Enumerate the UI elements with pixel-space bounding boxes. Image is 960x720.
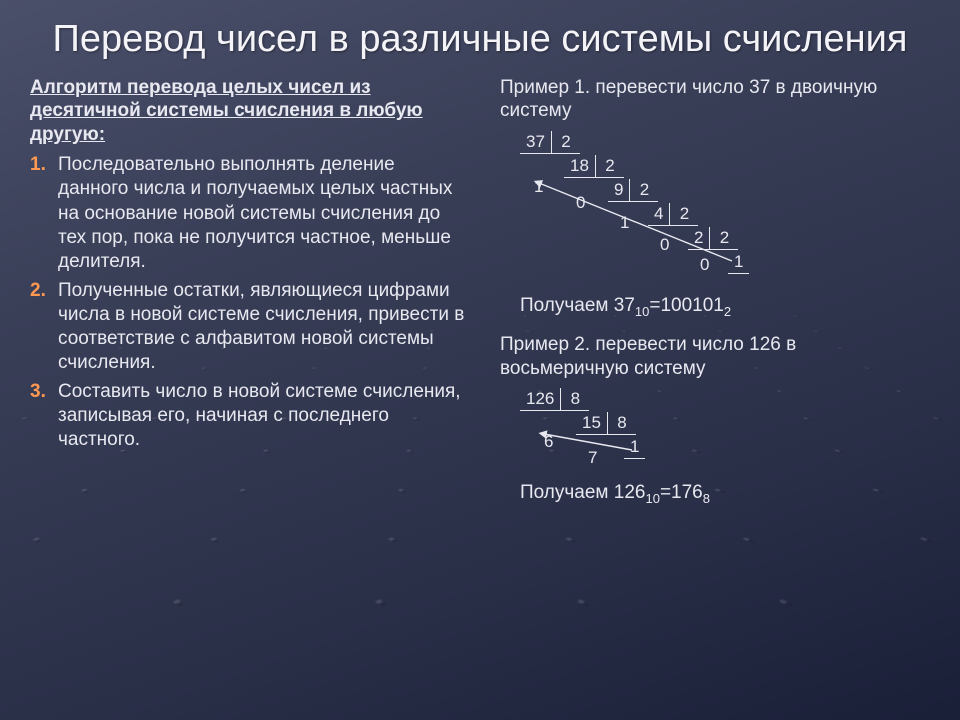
divisor-cell: 2 [710, 227, 738, 250]
remainder: 0 [700, 255, 709, 275]
divisor-cell: 8 [561, 388, 589, 411]
divisor-cell: 8 [608, 412, 636, 435]
result-text: =176 [660, 482, 703, 503]
dividend-cell: 1 [624, 436, 645, 459]
result-text: Получаем 126 [520, 482, 645, 503]
division-row: 1268 [520, 388, 589, 411]
dividend-cell: 37 [520, 131, 552, 154]
example1-heading: Пример 1. перевести число 37 в двоичную … [500, 76, 930, 124]
dividend-cell: 9 [608, 179, 630, 202]
remainder: 1 [620, 213, 629, 233]
example2-result: Получаем 12610=1768 [520, 482, 930, 506]
example1-result: Получаем 3710=1001012 [520, 295, 930, 319]
algorithm-list: 1. Последовательно выполнять деление дан… [30, 153, 470, 453]
dividend-cell: 15 [576, 412, 608, 435]
step-number: 2. [30, 279, 58, 376]
division-row: 22 [688, 227, 738, 250]
result-text: Получаем 37 [520, 295, 635, 316]
dividend-cell: 1 [728, 251, 749, 274]
remainder: 0 [576, 193, 585, 213]
dividend-cell: 126 [520, 388, 561, 411]
slide: Перевод чисел в различные системы счисле… [0, 0, 960, 540]
example2-calc: 1268158167 [520, 388, 930, 478]
division-row: 182 [564, 155, 624, 178]
example2-heading: Пример 2. перевести число 126 в восьмери… [500, 333, 930, 381]
subscript: 10 [645, 491, 659, 506]
algorithm-heading: Алгоритм перевода целых чисел из десятич… [30, 76, 470, 147]
divisor-cell: 2 [670, 203, 698, 226]
left-column: Алгоритм перевода целых чисел из десятич… [30, 76, 470, 521]
divisor-cell: 2 [596, 155, 624, 178]
division-row: 92 [608, 179, 658, 202]
step-text: Полученные остатки, являющиеся цифрами ч… [58, 279, 470, 376]
remainder: 1 [534, 177, 543, 197]
divisor-cell: 2 [630, 179, 658, 202]
step-text: Последовательно выполнять деление данног… [58, 153, 470, 275]
columns: Алгоритм перевода целых чисел из десятич… [30, 76, 930, 521]
divisor-cell: 2 [552, 131, 580, 154]
remainder: 6 [544, 432, 553, 452]
remainder: 7 [588, 448, 597, 468]
dividend-cell: 18 [564, 155, 596, 178]
division-row: 158 [576, 412, 636, 435]
step-number: 1. [30, 153, 58, 275]
list-item: 3. Составить число в новой системе счисл… [30, 380, 470, 453]
result-text: =100101 [649, 295, 724, 316]
dividend-cell: 4 [648, 203, 670, 226]
list-item: 2. Полученные остатки, являющиеся цифрам… [30, 279, 470, 376]
dividend-cell: 2 [688, 227, 710, 250]
step-number: 3. [30, 380, 58, 453]
subscript: 8 [703, 491, 710, 506]
division-row: 42 [648, 203, 698, 226]
slide-title: Перевод чисел в различные системы счисле… [30, 18, 930, 62]
subscript: 2 [724, 304, 731, 319]
example1-calc: 372182924222110100 [520, 131, 930, 291]
division-row: 1 [624, 436, 645, 459]
right-column: Пример 1. перевести число 37 в двоичную … [500, 76, 930, 521]
step-text: Составить число в новой системе счислени… [58, 380, 470, 453]
list-item: 1. Последовательно выполнять деление дан… [30, 153, 470, 275]
remainder: 0 [660, 235, 669, 255]
division-row: 1 [728, 251, 749, 274]
division-row: 372 [520, 131, 580, 154]
subscript: 10 [635, 304, 649, 319]
